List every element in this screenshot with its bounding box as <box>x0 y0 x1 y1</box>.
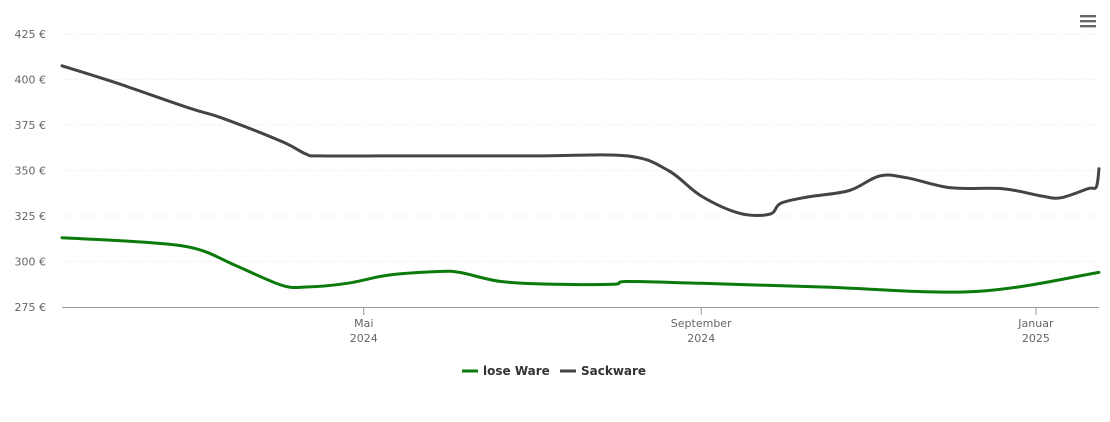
y-tick-label: 400 € <box>15 74 47 87</box>
legend-item[interactable]: Sackware <box>560 364 646 378</box>
x-tick-month: Mai <box>354 317 373 330</box>
x-tick-year: 2024 <box>350 332 378 345</box>
y-tick-label: 300 € <box>15 256 47 269</box>
x-axis: Mai 2024 September 2024 Januar 2025 <box>350 307 1054 345</box>
hamburger-menu-icon[interactable] <box>1076 10 1100 32</box>
y-tick-label: 375 € <box>15 119 47 132</box>
x-tick-year: 2025 <box>1022 332 1050 345</box>
y-grid <box>62 33 1099 262</box>
legend-item[interactable]: lose Ware <box>462 364 550 378</box>
x-tick-month: Januar <box>1017 317 1054 330</box>
series-group <box>60 64 1101 294</box>
y-tick-label: 325 € <box>15 210 47 223</box>
y-tick-label: 350 € <box>15 165 47 178</box>
y-tick-label: 275 € <box>15 301 47 314</box>
y-axis: 275 € 300 € 325 € 350 € 375 € 400 € 425 € <box>15 28 47 314</box>
legend: lose Ware Sackware <box>462 364 646 378</box>
x-tick-year: 2024 <box>687 332 715 345</box>
legend-label: Sackware <box>581 364 646 378</box>
series-line-lose-ware[interactable] <box>60 236 1101 294</box>
series-line-sackware[interactable] <box>60 64 1101 217</box>
x-tick-month: September <box>671 317 732 330</box>
legend-label: lose Ware <box>483 364 550 378</box>
y-tick-label: 425 € <box>15 28 47 41</box>
